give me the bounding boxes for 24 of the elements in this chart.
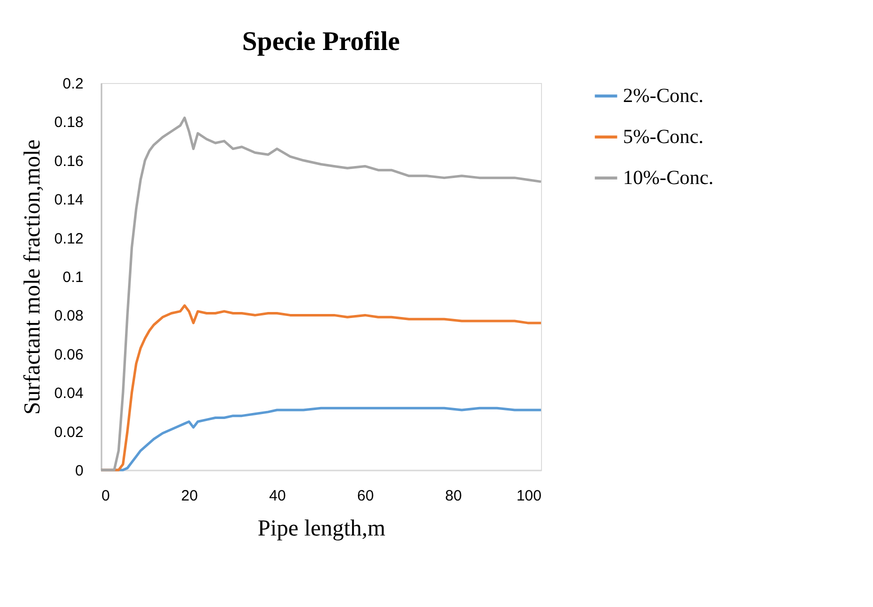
y-tick-label: 0.02 — [54, 424, 84, 441]
x-tick-label: 100 — [516, 488, 542, 504]
chart-title: Specie Profile — [242, 26, 400, 56]
x-tick-label: 80 — [445, 488, 462, 504]
x-tick-label: 0 — [102, 488, 110, 504]
y-tick-label: 0.18 — [54, 114, 84, 132]
legend-label: 2%-Conc. — [623, 85, 704, 107]
y-axis-title: Surfactant mole fraction,mole — [19, 139, 44, 415]
x-axis-title: Pipe length,m — [258, 516, 386, 540]
x-tick-label: 40 — [269, 488, 286, 504]
y-tick-label: 0.04 — [54, 385, 84, 402]
legend-label: 10%-Conc. — [623, 167, 714, 189]
y-tick-label: 0.2 — [62, 76, 84, 92]
y-tick-label: 0.12 — [54, 230, 84, 248]
x-tick-label: 20 — [181, 488, 198, 504]
line-series — [100, 116, 542, 472]
y-tick-label: 0.16 — [54, 152, 84, 170]
y-tick-label: 0.14 — [54, 192, 84, 209]
x-tick-label: 60 — [357, 488, 374, 504]
y-tick-label: 0.1 — [62, 269, 84, 286]
legend-label: 5%-Conc. — [623, 126, 704, 148]
y-tick-label: 0.06 — [54, 346, 84, 364]
y-tick-label: 0 — [75, 462, 84, 480]
y-tick-label: 0.08 — [54, 308, 84, 325]
